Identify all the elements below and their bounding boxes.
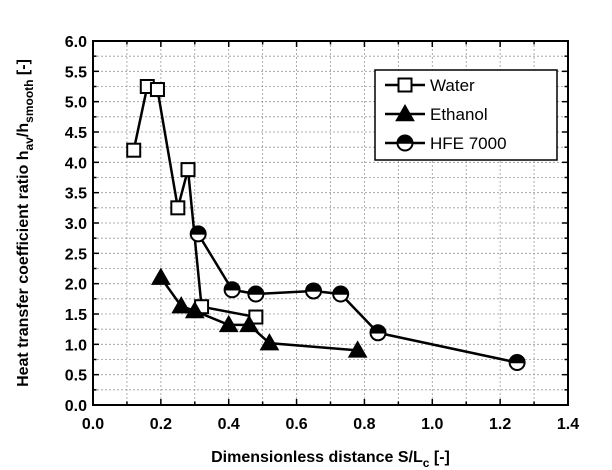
legend-item: HFE 7000	[385, 134, 507, 153]
series-layer	[126, 79, 526, 372]
y-tick-label: 4.0	[65, 155, 87, 172]
data-point	[218, 314, 239, 333]
data-point	[305, 282, 323, 300]
y-tick-label: 4.5	[65, 125, 87, 142]
legend: Water Ethanol HFE 7000	[374, 69, 558, 161]
x-tick-label: 0.4	[218, 416, 240, 433]
x-tick-label: 0.6	[285, 416, 307, 433]
legend-label: Ethanol	[430, 105, 488, 124]
data-point	[184, 300, 205, 319]
y-tick-label: 0.5	[65, 368, 87, 385]
legend-label: HFE 7000	[430, 134, 507, 153]
grid	[93, 41, 568, 405]
data-point	[150, 267, 171, 285]
data-point	[171, 296, 192, 314]
x-tick-label: 0.2	[150, 416, 172, 433]
x-tick-label: 1.4	[557, 416, 579, 433]
legend-items: Water Ethanol HFE 7000	[385, 76, 507, 153]
y-tick-label: 6.0	[65, 34, 87, 51]
y-tick-label: 5.5	[65, 64, 87, 81]
data-point	[126, 142, 142, 158]
x-tick-label: 1.2	[489, 416, 511, 433]
data-point	[189, 225, 207, 243]
x-tick-label: 0.0	[82, 416, 104, 433]
data-point	[223, 281, 241, 299]
legend-marker	[395, 103, 415, 122]
x-axis-title: Dimensionless distance S/Lc [-]	[211, 449, 450, 470]
y-tick-label: 3.0	[65, 216, 87, 233]
y-tick-label: 0.0	[65, 398, 87, 415]
data-point	[369, 324, 387, 342]
data-point	[332, 285, 350, 303]
legend-item: Water	[385, 76, 475, 95]
data-point	[247, 285, 265, 303]
y-tick-label: 2.5	[65, 246, 87, 263]
legend-marker	[397, 77, 413, 93]
data-point	[508, 354, 526, 372]
y-tick-label: 1.5	[65, 307, 87, 324]
y-tick-label: 2.0	[65, 277, 87, 294]
y-tick-label: 1.0	[65, 337, 87, 354]
series-ethanol	[150, 267, 368, 358]
data-point	[170, 200, 186, 216]
y-axis-title: Heat transfer coefficient ratio hav/hsmo…	[15, 59, 36, 387]
x-tick-label: 0.8	[353, 416, 375, 433]
data-point	[259, 333, 280, 351]
data-point	[180, 162, 196, 178]
data-point	[347, 340, 368, 358]
y-tick-label: 3.5	[65, 186, 87, 203]
ticks: 0.0 0.2 0.4 0.6 0.8 1.0 1.2 1.4 0.0 0.5 1.0 1.5 2.0 2…	[65, 34, 579, 433]
legend-item: Ethanol	[385, 103, 488, 124]
y-tick-label: 5.0	[65, 95, 87, 112]
data-point	[149, 82, 165, 98]
legend-label: Water	[430, 76, 475, 95]
series-water	[126, 79, 264, 325]
legend-marker	[396, 134, 414, 152]
series-hfe-7000	[189, 225, 526, 372]
x-tick-label: 1.0	[421, 416, 443, 433]
data-point	[239, 314, 259, 333]
